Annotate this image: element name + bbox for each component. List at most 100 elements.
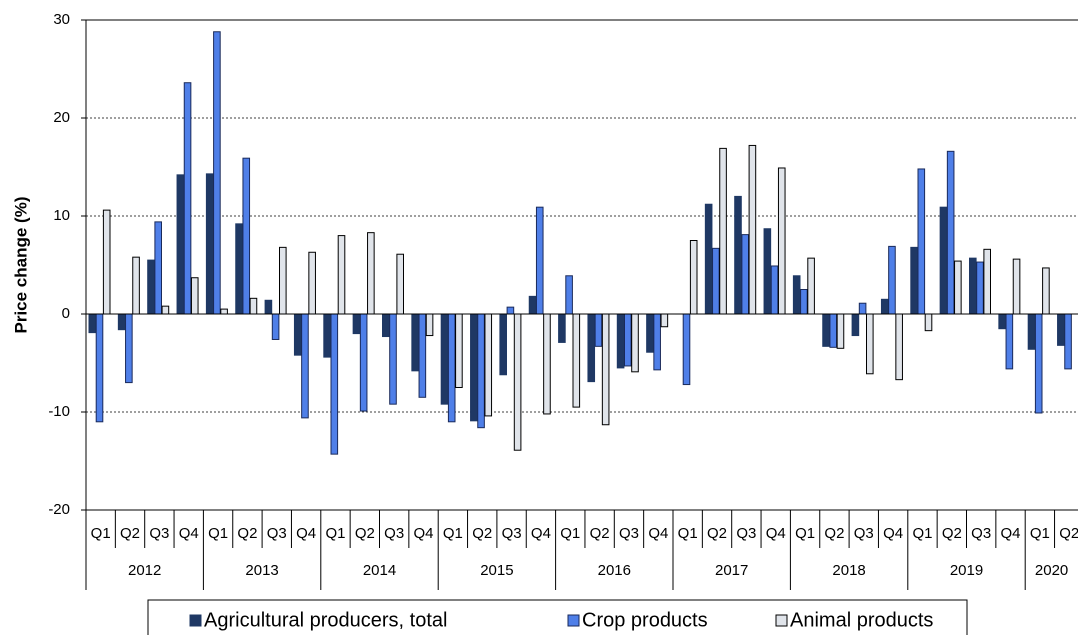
- bar: [983, 248, 992, 315]
- plot-frame: [85, 19, 1078, 511]
- x-group-label: 2018: [832, 562, 865, 579]
- bar: [858, 302, 867, 315]
- x-group-label: 2012: [128, 562, 161, 579]
- legend-label: Agricultural producers, total: [204, 609, 447, 631]
- bar: [88, 313, 97, 334]
- x-group-label: 2019: [950, 562, 983, 579]
- bar: [102, 209, 111, 315]
- x-tick-label: Q4: [1001, 525, 1021, 542]
- bar: [1042, 267, 1050, 315]
- bar: [616, 313, 625, 369]
- bar: [425, 313, 434, 337]
- bar: [117, 313, 126, 331]
- bar: [800, 289, 808, 315]
- bar: [132, 256, 140, 315]
- x-tick-label: Q1: [91, 525, 111, 542]
- bar: [337, 235, 346, 315]
- x-tick-label: Q4: [179, 525, 199, 542]
- x-tick-label: Q1: [560, 525, 580, 542]
- legend-label: Animal products: [790, 609, 933, 631]
- bar: [543, 313, 551, 415]
- x-tick-label: Q3: [619, 525, 639, 542]
- x-tick-label: Q4: [414, 525, 434, 542]
- bar: [301, 313, 309, 419]
- bar: [624, 313, 632, 367]
- x-group-label: 2015: [480, 562, 513, 579]
- bar: [1005, 313, 1014, 370]
- x-tick-label: Q1: [678, 525, 698, 542]
- bar: [161, 305, 170, 315]
- bar: [1034, 313, 1043, 414]
- bar: [293, 313, 302, 356]
- x-tick-label: Q1: [325, 525, 345, 542]
- x-group-label: 2020: [1035, 562, 1068, 579]
- bar: [447, 313, 456, 423]
- bar: [910, 246, 918, 315]
- bar: [631, 313, 639, 373]
- bar: [264, 299, 273, 315]
- x-group-label: 2017: [715, 562, 748, 579]
- bar: [176, 174, 185, 315]
- bar: [1027, 313, 1036, 350]
- bar: [382, 313, 390, 338]
- x-tick-label: Q4: [531, 525, 551, 542]
- x-tick-label: Q3: [502, 525, 522, 542]
- bar: [528, 295, 537, 315]
- x-tick-label: Q1: [795, 525, 815, 542]
- bar: [954, 260, 962, 315]
- x-tick-label: Q3: [854, 525, 874, 542]
- x-tick-label: Q3: [267, 525, 287, 542]
- bar: [308, 251, 316, 315]
- bar: [330, 313, 339, 455]
- bar: [1057, 313, 1065, 346]
- bar: [946, 150, 955, 315]
- bar: [352, 313, 361, 335]
- bar: [719, 147, 727, 315]
- bar: [888, 245, 896, 315]
- bar: [829, 313, 838, 348]
- x-tick-label: Q1: [443, 525, 463, 542]
- bar: [741, 234, 750, 315]
- bar: [660, 313, 669, 328]
- y-tick-label: 0: [62, 305, 70, 322]
- bar: [822, 313, 830, 347]
- x-tick-label: Q2: [942, 525, 962, 542]
- bar: [917, 168, 926, 315]
- bar: [682, 313, 691, 386]
- x-tick-label: Q3: [384, 525, 404, 542]
- bar: [190, 277, 199, 315]
- bar: [712, 247, 720, 315]
- bar: [734, 195, 742, 315]
- bar: [895, 313, 903, 381]
- x-tick-label: Q1: [1030, 525, 1050, 542]
- bar: [565, 275, 573, 315]
- y-tick-label: 20: [53, 109, 70, 126]
- x-tick-label: Q3: [736, 525, 756, 542]
- bar: [323, 313, 331, 358]
- bar: [440, 313, 449, 405]
- bar: [235, 223, 243, 315]
- bar: [477, 313, 485, 429]
- x-group-label: 2013: [245, 562, 278, 579]
- legend-swatch: [567, 614, 580, 627]
- bar: [770, 265, 779, 315]
- bar: [748, 144, 757, 315]
- bar: [418, 313, 427, 398]
- x-tick-label: Q2: [590, 525, 610, 542]
- bar: [220, 308, 228, 315]
- x-tick-label: Q2: [472, 525, 492, 542]
- legend-swatch: [189, 614, 202, 627]
- bar: [396, 253, 404, 315]
- y-tick-label: -20: [48, 501, 70, 518]
- bar: [558, 313, 566, 343]
- bar: [95, 313, 104, 423]
- bar: [125, 313, 133, 384]
- x-tick-label: Q3: [149, 525, 169, 542]
- x-group-label: 2016: [598, 562, 631, 579]
- bar: [777, 167, 786, 315]
- bar: [792, 275, 801, 315]
- y-tick-label: -10: [48, 403, 70, 420]
- bar: [836, 313, 845, 349]
- legend-label: Crop products: [582, 609, 708, 631]
